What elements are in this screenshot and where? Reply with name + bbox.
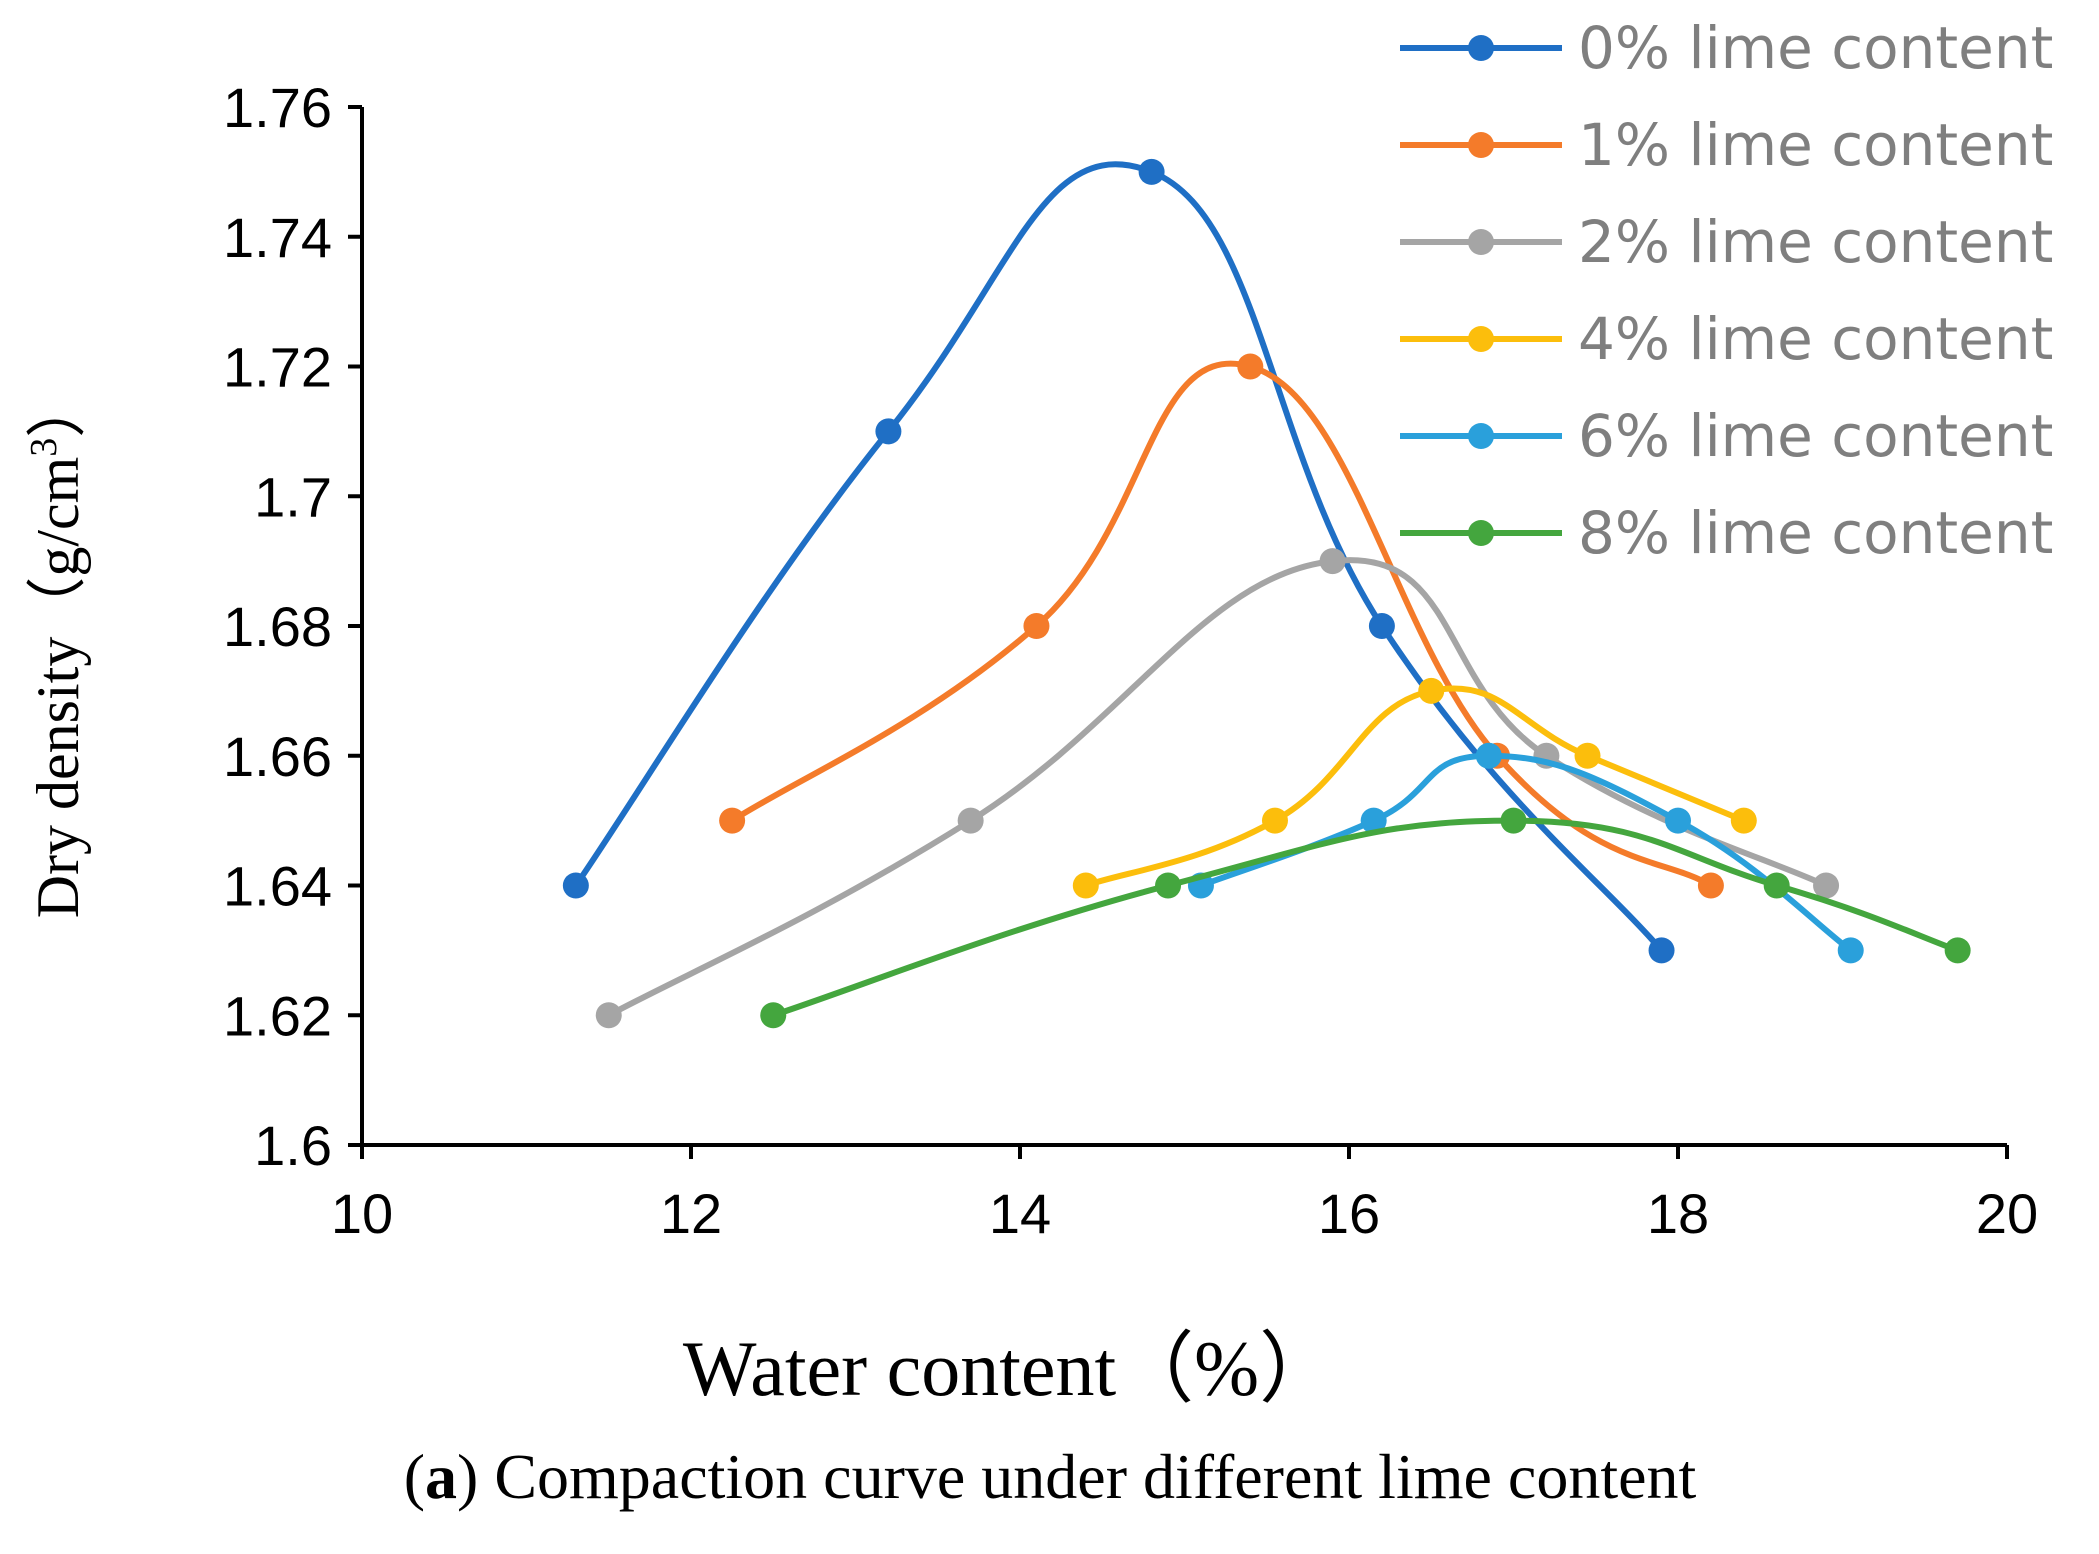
data-point bbox=[1360, 807, 1387, 834]
legend-item: 8% lime content bbox=[1400, 499, 2053, 567]
y-tick-label: 1.76 bbox=[223, 76, 332, 139]
y-tick-label: 1.62 bbox=[223, 984, 332, 1047]
y-tick-label: 1.64 bbox=[223, 855, 332, 918]
x-tick-label: 18 bbox=[1647, 1182, 1709, 1245]
y-axis-title: Dry density（g/cm3） bbox=[23, 378, 91, 919]
legend-swatch-marker bbox=[1468, 520, 1494, 546]
data-point bbox=[1261, 807, 1288, 834]
legend-swatch-marker bbox=[1468, 423, 1494, 449]
legend-label: 0% lime content bbox=[1578, 14, 2053, 82]
y-axis-title-end: ） bbox=[25, 378, 91, 438]
y-tick-label: 1.74 bbox=[223, 206, 332, 269]
data-point bbox=[1237, 353, 1264, 380]
y-tick-label: 1.66 bbox=[223, 725, 332, 788]
y-tick-label: 1.7 bbox=[254, 465, 332, 528]
legend-item: 6% lime content bbox=[1400, 402, 2053, 470]
caption-panel-letter: a bbox=[425, 1441, 457, 1512]
series-2 bbox=[595, 548, 1840, 1029]
legend-swatch-marker bbox=[1468, 326, 1494, 352]
data-point bbox=[1665, 807, 1691, 834]
y-tick-label: 1.72 bbox=[223, 336, 332, 399]
legend-item: 0% lime content bbox=[1400, 14, 2053, 82]
data-point bbox=[1944, 937, 1971, 964]
series-line bbox=[770, 817, 1961, 1019]
legend-label: 4% lime content bbox=[1578, 305, 2053, 373]
series-line bbox=[572, 161, 1665, 954]
data-point bbox=[1813, 872, 1840, 899]
data-point bbox=[1072, 872, 1099, 899]
legend-label: 8% lime content bbox=[1578, 499, 2053, 567]
data-point bbox=[1763, 872, 1790, 899]
figure-caption: (a) Compaction curve under different lim… bbox=[404, 1441, 1697, 1512]
data-point bbox=[1837, 937, 1864, 964]
y-tick-label: 1.68 bbox=[223, 595, 332, 658]
series-0 bbox=[562, 158, 1675, 964]
data-point bbox=[875, 418, 902, 445]
data-point bbox=[1138, 158, 1165, 185]
legend-item: 1% lime content bbox=[1400, 111, 2053, 179]
legend-swatch-marker bbox=[1468, 229, 1494, 255]
x-tick-label: 12 bbox=[660, 1182, 722, 1245]
data-point bbox=[719, 807, 746, 834]
x-tick-label: 16 bbox=[1318, 1182, 1380, 1245]
data-point bbox=[957, 807, 984, 834]
legend: 0% lime content 1% lime content 2% lime co… bbox=[1400, 14, 2053, 567]
y-ticks: 1.6 1.62 1.64 1.66 1.68 1.7 1.72 1.74 1.76 bbox=[223, 76, 362, 1177]
series-line bbox=[1082, 685, 1747, 889]
series-5 bbox=[760, 807, 1971, 1029]
caption-open-paren: ( bbox=[404, 1441, 425, 1512]
data-point bbox=[1574, 742, 1601, 769]
data-point bbox=[1368, 613, 1395, 639]
x-ticks: 10 12 14 16 18 20 bbox=[331, 1145, 2038, 1245]
y-axis-title-main: Dry density（g/cm bbox=[25, 457, 91, 919]
x-tick-label: 14 bbox=[989, 1182, 1051, 1245]
data-point bbox=[1500, 807, 1527, 834]
data-point bbox=[1648, 937, 1675, 964]
data-point bbox=[1418, 677, 1445, 704]
y-tick-label: 1.6 bbox=[254, 1114, 332, 1177]
series-layer bbox=[562, 158, 1971, 1029]
data-point bbox=[1155, 872, 1182, 899]
data-point bbox=[1023, 613, 1050, 639]
data-point bbox=[562, 872, 589, 899]
caption-text: ) Compaction curve under different lime … bbox=[457, 1441, 1697, 1512]
data-point bbox=[1697, 872, 1724, 899]
legend-swatch-marker bbox=[1468, 35, 1494, 61]
series-line bbox=[605, 557, 1830, 1019]
data-point bbox=[595, 1002, 622, 1029]
data-point bbox=[1319, 548, 1346, 575]
x-tick-label: 20 bbox=[1976, 1182, 2038, 1245]
data-point bbox=[1475, 742, 1502, 769]
data-point bbox=[760, 1002, 787, 1029]
legend-item: 2% lime content bbox=[1400, 208, 2053, 276]
series-1 bbox=[719, 353, 1724, 899]
legend-label: 6% lime content bbox=[1578, 402, 2053, 470]
x-tick-label: 10 bbox=[331, 1182, 393, 1245]
legend-label: 1% lime content bbox=[1578, 111, 2053, 179]
x-axis-title: Water content（%） bbox=[683, 1325, 1337, 1412]
y-axis-title-sup: 3 bbox=[23, 438, 65, 457]
legend-label: 2% lime content bbox=[1578, 208, 2053, 276]
data-point bbox=[1730, 807, 1757, 834]
series-3 bbox=[1072, 677, 1757, 899]
legend-item: 4% lime content bbox=[1400, 305, 2053, 373]
legend-swatch-marker bbox=[1468, 132, 1494, 158]
